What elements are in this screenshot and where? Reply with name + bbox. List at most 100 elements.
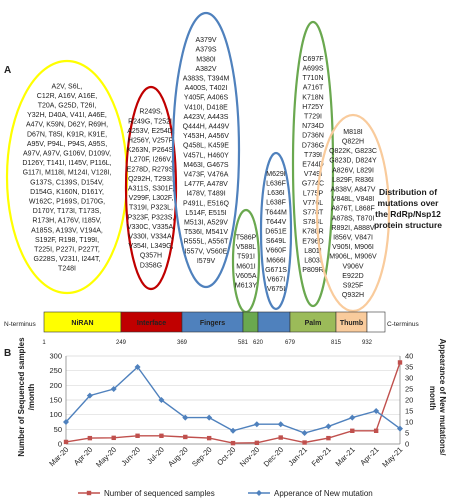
mutation-line: T319I, P323L,: [129, 205, 173, 212]
domain-bar: NiRAN Interface Fingers Palm Thumb: [43, 311, 386, 333]
mutation-line: M463I, G467S: [183, 162, 228, 169]
y2-tick-label: 10: [405, 418, 413, 427]
mutation-line: A878S, T870I: [332, 215, 375, 222]
mutation-line: D736G: [302, 142, 324, 149]
mutation-line: A311S, S301F,: [128, 186, 174, 193]
mutation-line: K718N: [302, 94, 323, 101]
mutation-line: R555L, A556T: [184, 239, 229, 246]
mutation-line: Q822H: [342, 139, 364, 146]
data-point: [63, 419, 69, 425]
mutation-line: S192F, R198, T199I,: [35, 237, 99, 244]
position-label: 249: [116, 340, 127, 346]
mutation-line: A379S: [195, 47, 216, 54]
data-point: [87, 435, 93, 441]
mutation-line: V588L: [236, 244, 256, 251]
data-point: [397, 360, 403, 365]
x-tick-label: Nov-20: [238, 445, 261, 468]
mutation-line: S784L: [303, 219, 323, 226]
mutation-line: L801I: [304, 248, 322, 255]
mutation-line: D651E: [265, 229, 287, 236]
mutation-line: E922D: [342, 273, 363, 280]
mutation-line: L829F, R836I: [332, 177, 374, 184]
data-point: [277, 421, 284, 428]
mutation-line: V410I, D418E: [184, 104, 228, 111]
data-point: [159, 433, 164, 438]
side-note-line-3: the RdRp/Nsp12: [375, 209, 441, 219]
mutation-line: W162C, P169S, D170G,: [29, 199, 105, 206]
data-point: [373, 428, 379, 433]
data-point: [206, 414, 213, 421]
domain-segment: [366, 311, 386, 333]
position-label: 815: [331, 340, 342, 346]
y2-tick-label: 20: [405, 396, 413, 405]
mutation-line: M629I: [266, 171, 286, 178]
mutation-line: L803I: [304, 258, 322, 265]
mutation-line: I856V, V847I: [333, 235, 373, 242]
mutation-line: A379V: [195, 37, 216, 44]
position-label: 369: [177, 340, 188, 346]
legend: Number of sequenced samples Apperance of …: [78, 489, 373, 498]
x-tick-label: Jul-20: [145, 445, 166, 466]
mutation-line: M380I: [196, 56, 216, 63]
mutation-line: V330C, V335A,: [127, 224, 175, 231]
mutation-line: A716T: [303, 85, 324, 92]
mutation-line: Q458L, K459E: [183, 143, 229, 150]
mutation-line: I557V, V560E: [185, 248, 228, 255]
mutation-line: T710N: [302, 75, 323, 82]
x-tick-label: Jun-20: [119, 445, 142, 468]
mutation-line: T536I, M541V: [184, 229, 228, 236]
y-tick-label: 0: [58, 440, 62, 449]
mutation-line: H256Y, V257F,: [128, 138, 174, 145]
cluster-ellipse: [124, 85, 178, 291]
x-tick-label: Mar-21: [334, 445, 357, 468]
y2-tick-label: 5: [405, 429, 409, 438]
mutation-line: T644V: [266, 219, 287, 226]
cluster-ellipse: [315, 113, 391, 313]
data-point: [111, 435, 116, 441]
mutation-line: V906V: [342, 263, 363, 270]
mutation-line: L636F: [266, 181, 286, 188]
series-2: [63, 364, 403, 436]
x-tick-label: Oct-20: [215, 445, 237, 467]
y-tick-label: 200: [49, 381, 62, 390]
mutation-line: D736N: [302, 133, 324, 140]
mutation-line: M666I: [266, 257, 286, 264]
mutation-clusters: A2V, S6L, C12R, A16V, A16E, T20A, G25D, T2…: [5, 11, 391, 314]
mutation-line: T225I, P227I, P227T,: [34, 247, 100, 254]
mutation-line: K263N, P264S,: [127, 147, 175, 154]
cluster-5: M629I L636F L636I L638F T644M T644V D651E S649L…: [259, 151, 293, 311]
data-point: [110, 386, 117, 392]
data-point: [63, 439, 69, 445]
mutation-line: T586P: [236, 235, 257, 242]
mutation-line: E796D: [302, 238, 323, 245]
side-note-line-4: protein structure: [374, 220, 442, 230]
mutation-line: V330I, V334A,: [128, 234, 173, 241]
data-point: [326, 435, 331, 441]
position-label: 679: [285, 340, 296, 346]
cluster-ellipse: [259, 151, 293, 311]
cluster-7: M818I Q822H Q822K, G823C G823D, D824Y A826V,…: [315, 113, 391, 313]
y2-tick-label: 0: [405, 440, 409, 449]
mutation-line: D358G: [140, 262, 162, 269]
position-label: 932: [362, 340, 373, 346]
y2-tick-label: 30: [405, 374, 413, 383]
panel-a-label: A: [4, 65, 11, 76]
mutation-line: P491L, E516Q: [183, 200, 229, 207]
mutation-line: E744D: [302, 162, 323, 169]
series-1: [63, 360, 403, 446]
mutation-line: S649L: [266, 238, 286, 245]
mutation-line: P323F, P323S,: [128, 214, 175, 221]
mutation-line: I579V: [197, 258, 216, 265]
data-point: [254, 440, 260, 446]
cluster-ellipse: [231, 208, 261, 314]
mutation-line: Y405F, A406S: [184, 95, 229, 102]
mutation-line: A97V, A97V, G106V, D109V,: [23, 151, 111, 158]
mutation-line: E278D, R279S,: [127, 166, 176, 173]
mutation-line: V299F, L302F,: [129, 195, 174, 202]
panel-b-label: B: [4, 348, 11, 359]
cluster-ellipse: [171, 11, 241, 289]
mutation-line: M513I, A529V: [184, 220, 228, 227]
data-point: [230, 427, 236, 434]
data-point: [373, 408, 380, 414]
